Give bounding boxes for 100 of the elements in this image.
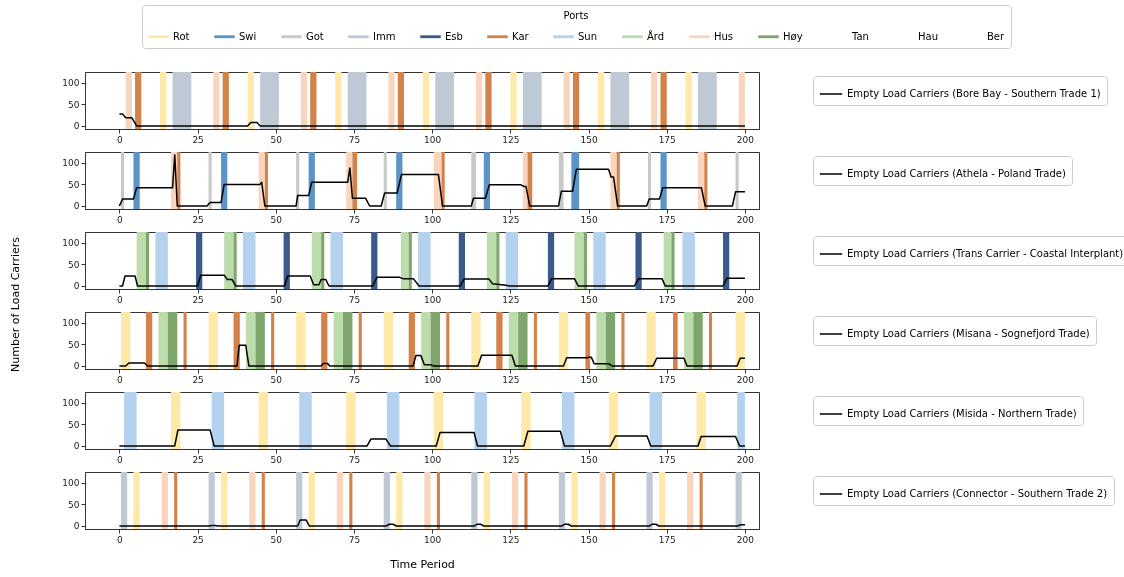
legend-label: Kar (512, 30, 530, 42)
x-tick-label: 200 (736, 454, 755, 465)
x-tick-label: 125 (502, 374, 520, 385)
line-series (118, 519, 746, 527)
x-tick-label: 175 (658, 134, 676, 145)
x-tick-label: 25 (192, 374, 204, 385)
x-axis-title: Time Period (389, 557, 455, 571)
y-tick-label: 0 (73, 281, 80, 292)
line-series (118, 344, 746, 367)
x-tick-label: 0 (117, 214, 124, 225)
y-tick-label: 100 (62, 318, 80, 329)
y-tick-label: 0 (73, 361, 80, 372)
x-tick-label: 0 (117, 534, 124, 545)
x-tick-label: 0 (117, 134, 124, 145)
x-tick-label: 25 (192, 214, 204, 225)
x-tick-label: 100 (424, 214, 442, 225)
x-tick-label: 25 (192, 134, 204, 145)
x-tick-label: 100 (424, 534, 442, 545)
x-tick-label: 100 (424, 454, 442, 465)
x-tick-label: 100 (424, 134, 442, 145)
y-tick-label: 100 (62, 238, 80, 249)
legend-label: Empty Load Carriers (Misida - Northern Trade) (847, 408, 1077, 419)
y-tick-label: 50 (68, 339, 80, 350)
line-series (118, 154, 746, 207)
x-tick-label: 0 (117, 374, 124, 385)
x-tick-label: 75 (348, 214, 361, 225)
x-tick-label: 50 (270, 534, 283, 545)
x-tick-label: 125 (502, 134, 520, 145)
x-tick-label: 150 (580, 294, 598, 305)
x-tick-label: 75 (348, 454, 361, 465)
x-tick-label: 200 (736, 134, 755, 145)
y-tick-label: 50 (68, 99, 80, 110)
legend-label: Empty Load Carriers (Misana - Sognefjord Trade) (847, 328, 1090, 339)
x-tick-label: 200 (736, 374, 755, 385)
y-tick-label: 100 (62, 398, 80, 409)
y-tick-label: 0 (73, 441, 80, 452)
x-tick-label: 125 (502, 214, 520, 225)
x-tick-label: 50 (270, 454, 283, 465)
legend-label: Ård (647, 29, 665, 42)
x-tick-label: 50 (270, 134, 283, 145)
y-tick-label: 0 (73, 521, 80, 532)
x-tick-label: 175 (658, 534, 676, 545)
x-tick-label: 150 (580, 214, 598, 225)
text: Hau (918, 30, 938, 42)
y-tick-label: 50 (68, 179, 80, 190)
y-tick-label: 50 (68, 499, 80, 510)
legend-label: Esb (445, 30, 463, 42)
x-tick-label: 75 (348, 374, 361, 385)
x-tick-label: 25 (192, 534, 204, 545)
legend-label: Empty Load Carriers (Athela - Poland Trade) (847, 168, 1066, 179)
legend-label: Swi (239, 30, 257, 42)
legend-label: Got (306, 30, 324, 42)
legend-label: Imm (373, 30, 396, 42)
x-tick-label: 0 (117, 454, 124, 465)
x-tick-label: 150 (580, 134, 598, 145)
x-tick-label: 175 (658, 454, 676, 465)
x-tick-label: 100 (424, 374, 442, 385)
line-series (118, 274, 746, 287)
legend-title: Ports (563, 10, 589, 21)
y-tick-label: 100 (62, 158, 80, 169)
x-tick-label: 175 (658, 374, 676, 385)
x-tick-label: 25 (192, 294, 204, 305)
text: Ber (987, 30, 1006, 42)
x-tick-label: 150 (580, 454, 598, 465)
x-tick-label: 200 (736, 534, 755, 545)
text: Tan (851, 30, 869, 42)
x-tick-label: 125 (502, 534, 520, 545)
legend-label: Empty Load Carriers (Bore Bay - Southern Trade 1) (847, 88, 1101, 99)
x-tick-label: 200 (736, 294, 755, 305)
x-tick-label: 150 (580, 534, 598, 545)
y-tick-label: 100 (62, 78, 80, 89)
legend-label: Empty Load Carriers (Connector - Southern Trade 2) (847, 488, 1108, 499)
legend-label: Sun (578, 30, 598, 42)
y-axis-title: Number of Load Carriers (8, 236, 22, 373)
legend-label: Rot (173, 30, 190, 42)
x-tick-label: 125 (502, 294, 520, 305)
x-tick-label: 200 (736, 214, 755, 225)
legend-label: Høy (783, 30, 803, 42)
x-tick-label: 125 (502, 454, 520, 465)
x-tick-label: 100 (424, 294, 442, 305)
x-tick-label: 50 (270, 294, 283, 305)
x-tick-label: 150 (580, 374, 598, 385)
line-series (118, 113, 746, 127)
y-tick-label: 0 (73, 121, 80, 132)
x-tick-label: 50 (270, 214, 283, 225)
x-tick-label: 0 (117, 294, 124, 305)
line-series (118, 429, 746, 447)
legend-label: Hus (714, 30, 734, 42)
y-tick-label: 50 (68, 259, 80, 270)
y-tick-label: 100 (62, 478, 80, 489)
x-tick-label: 175 (658, 214, 676, 225)
x-tick-label: 75 (348, 534, 361, 545)
y-tick-label: 0 (73, 201, 80, 212)
x-tick-label: 25 (192, 454, 204, 465)
y-tick-label: 50 (68, 419, 80, 430)
legend-label: Empty Load Carriers (Trans Carrier - Coastal Interplant) (847, 248, 1124, 259)
x-tick-label: 50 (270, 374, 283, 385)
x-tick-label: 75 (348, 134, 361, 145)
x-tick-label: 175 (658, 294, 676, 305)
x-tick-label: 75 (348, 294, 361, 305)
